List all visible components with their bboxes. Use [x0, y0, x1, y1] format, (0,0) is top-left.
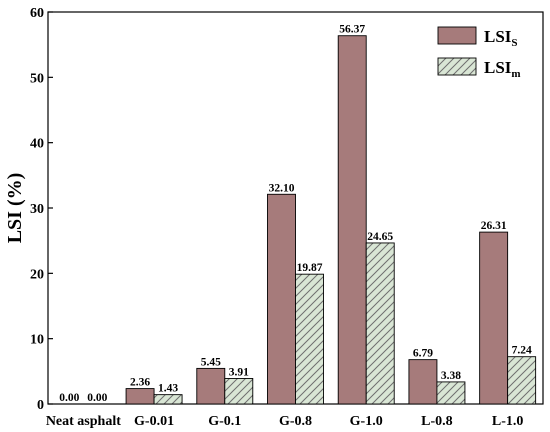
- data-label: 0.00: [87, 392, 107, 404]
- bar-lsi-m: [224, 378, 254, 405]
- data-label: 2.36: [130, 377, 150, 389]
- data-label: 6.79: [413, 348, 433, 360]
- data-label: 5.45: [201, 356, 221, 368]
- x-tick-label: G-0.8: [279, 414, 312, 429]
- y-tick-label: 40: [30, 137, 44, 152]
- y-tick-label: 50: [30, 71, 44, 86]
- y-tick-label: 10: [30, 333, 44, 348]
- x-tick-label: G-0.1: [208, 414, 241, 429]
- x-tick-label: L-1.0: [492, 414, 524, 429]
- legend-swatch: [437, 26, 477, 45]
- y-tick-label: 0: [37, 398, 44, 413]
- x-tick-label: G-1.0: [350, 414, 383, 429]
- bar-lsi-m: [365, 242, 395, 405]
- y-tick-label: 20: [30, 267, 44, 282]
- bar-lsi-m: [507, 356, 537, 405]
- legend-swatch: [437, 57, 477, 76]
- bar-lsi-s: [337, 35, 367, 405]
- legend-label: LSIm: [484, 58, 521, 80]
- bar-lsi-s: [196, 367, 226, 405]
- data-label: 56.37: [339, 24, 365, 36]
- data-label: 7.24: [512, 345, 532, 357]
- x-tick-label: Neat asphalt: [46, 414, 121, 429]
- bar-lsi-s: [125, 388, 155, 405]
- bar-lsi-s: [267, 193, 296, 405]
- data-label: 24.65: [367, 231, 393, 243]
- x-tick-label: G-0.01: [134, 414, 174, 429]
- data-label: 3.91: [229, 366, 249, 378]
- y-tick-label: 30: [30, 202, 44, 217]
- x-tick-label: L-0.8: [421, 414, 453, 429]
- data-label: 32.10: [269, 182, 295, 194]
- data-label: 1.43: [158, 383, 178, 395]
- data-label: 0.00: [59, 392, 79, 404]
- bar-lsi-m: [153, 394, 183, 405]
- y-tick-label: 60: [30, 6, 44, 21]
- bar-lsi-s: [479, 231, 509, 405]
- legend: LSIS LSIm: [437, 26, 521, 80]
- legend-label: LSIS: [484, 27, 518, 49]
- bar-lsi-m: [436, 381, 466, 405]
- data-label: 19.87: [297, 262, 323, 274]
- bar-lsi-s: [408, 359, 438, 405]
- bar-lsi-m: [295, 273, 324, 405]
- data-label: 26.31: [481, 220, 507, 232]
- y-axis-title: LSI (%): [4, 173, 26, 244]
- data-label: 3.38: [441, 370, 461, 382]
